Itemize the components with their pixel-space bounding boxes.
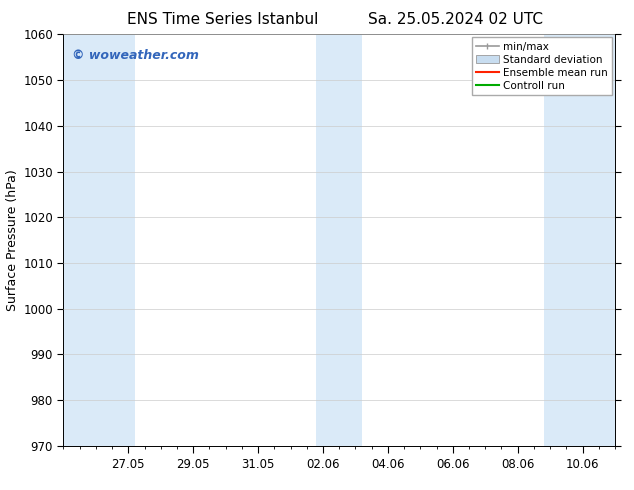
Bar — [63, 34, 135, 446]
Y-axis label: Surface Pressure (hPa): Surface Pressure (hPa) — [6, 169, 19, 311]
Text: © woweather.com: © woweather.com — [72, 49, 198, 62]
Legend: min/max, Standard deviation, Ensemble mean run, Controll run: min/max, Standard deviation, Ensemble me… — [472, 37, 612, 95]
Text: Sa. 25.05.2024 02 UTC: Sa. 25.05.2024 02 UTC — [368, 12, 543, 27]
Bar — [316, 34, 362, 446]
Text: ENS Time Series Istanbul: ENS Time Series Istanbul — [127, 12, 318, 27]
Bar — [543, 34, 615, 446]
